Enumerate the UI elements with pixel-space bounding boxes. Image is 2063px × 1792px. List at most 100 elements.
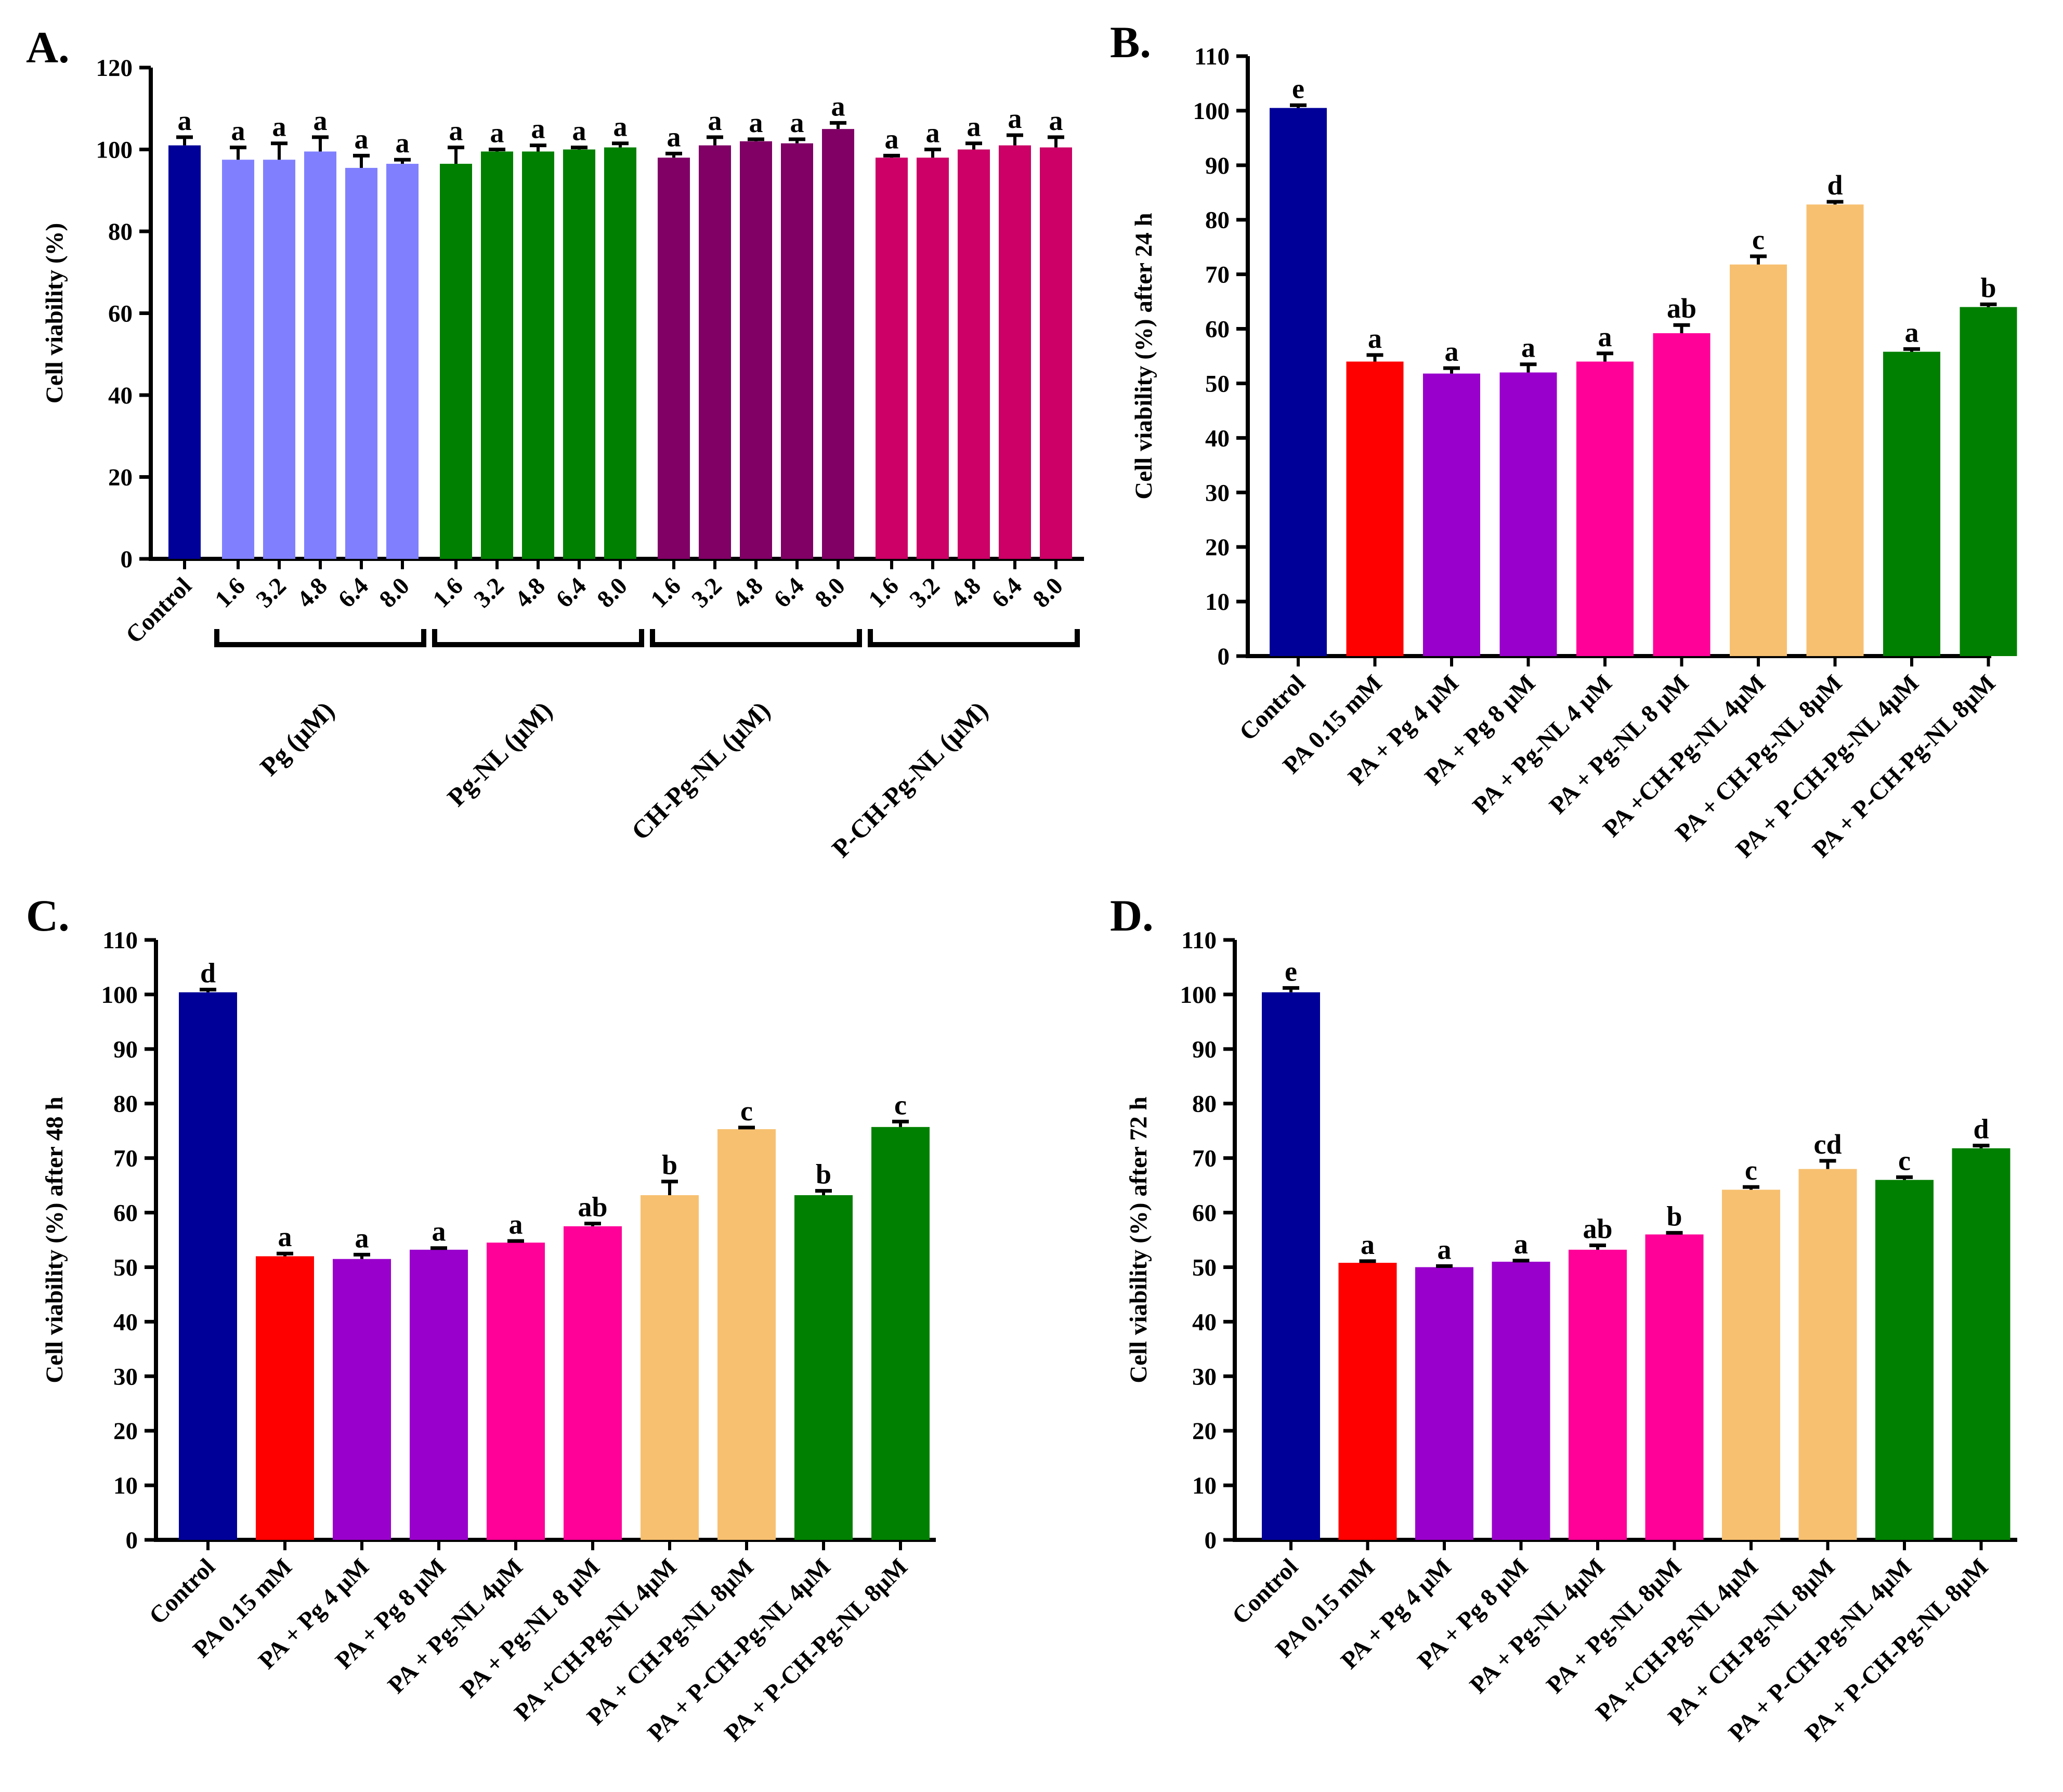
bar [740,141,772,559]
y-tick-label: 100 [1193,98,1230,125]
bar [604,147,636,559]
category-label: PA + Pg-NL 4 μM [1468,670,1617,819]
panel-b: B. 0 10 20 30 40 50 60 70 80 90 100 110 Cell viabilit… [1110,17,2017,863]
bar [1806,204,1864,656]
category-label: 8.0 [374,572,414,613]
y-tick-label: 110 [102,927,138,954]
significance-label: c [894,1089,907,1120]
significance-label: a [1905,317,1919,348]
significance-label: a [449,115,463,147]
bar [917,158,949,559]
category-label: 3.2 [251,572,291,613]
y-tick-label: 10 [1205,588,1230,616]
bar [179,992,237,1540]
y-tick-label: 80 [1205,207,1230,234]
bar [481,151,513,559]
bar [1346,361,1404,656]
y-tick-label: 50 [1205,370,1230,397]
y-axis-title: Cell viability (%) after 72 h [1125,1096,1152,1383]
y-axis-title: Cell viability (%) [41,223,68,403]
y-tick-label: 70 [1205,261,1230,289]
group-bracket [214,629,426,647]
category-label: 8.0 [1027,572,1068,613]
bar [1499,372,1557,656]
y-tick-label: 20 [1192,1418,1217,1445]
bar [958,149,990,559]
category-label: 4.8 [292,572,332,613]
significance-label: a [790,107,804,138]
y-tick-label: 40 [1205,425,1230,452]
category-label: PA + Pg-NL 8μM [1541,1553,1687,1699]
y-tick-label: 20 [113,1418,138,1445]
category-label: 1.6 [645,572,686,613]
bar [1423,373,1480,656]
category-label: 3.2 [468,572,509,613]
y-tick-label: 90 [1205,152,1230,179]
y-tick-label: 110 [1194,43,1230,70]
y-tick-label: 100 [1180,982,1217,1009]
significance-label: b [1666,1200,1682,1232]
y-tick-label: 30 [1205,479,1230,506]
bar [1960,307,2017,656]
bar [1645,1234,1704,1540]
category-label: PA + Pg-NL 8 μM [455,1553,605,1703]
y-tick-label: 110 [1181,927,1217,954]
bar [1875,1180,1934,1540]
y-axis-title: Cell viability (%) after 48 h [41,1096,68,1383]
significance-label: c [740,1095,753,1127]
category-label: 3.2 [686,572,727,613]
bar [717,1129,776,1540]
y-tick-label: 80 [1192,1091,1217,1118]
panel-letter: C. [26,891,70,940]
category-label: 6.4 [768,572,809,613]
group-bracket [650,629,862,647]
significance-label: a [1445,336,1459,367]
significance-label: b [816,1159,831,1190]
bar [1952,1148,2010,1540]
y-tick-label: 20 [108,464,133,491]
category-label: 1.6 [427,572,468,613]
significance-label: a [432,1216,446,1247]
bar [410,1249,468,1540]
category-label: 6.4 [333,572,373,613]
category-label: PA + Pg-NL 4μM [1465,1553,1610,1699]
significance-label: a [314,105,328,136]
bar [699,145,731,559]
category-label: 8.0 [592,572,632,613]
bar [641,1195,699,1540]
significance-label: a [613,111,628,142]
y-tick-label: 100 [101,982,138,1009]
bar [781,143,813,559]
significance-label: a [1049,105,1063,136]
category-label: 4.8 [945,572,986,613]
category-label: 1.6 [863,572,904,613]
significance-label: a [1598,321,1612,352]
significance-label: e [1285,956,1297,987]
significance-label: a [1361,1229,1375,1260]
y-tick-label: 40 [113,1309,138,1336]
bar [1270,108,1327,657]
significance-label: a [926,117,940,149]
bar [263,160,295,559]
y-tick-label: 0 [121,546,133,573]
significance-label: c [1898,1145,1911,1176]
bar [1653,333,1711,656]
category-label: 3.2 [904,572,945,613]
significance-label: a [509,1209,523,1240]
significance-label: a [355,1222,369,1253]
y-tick-label: 60 [1192,1200,1217,1227]
bar [658,158,690,559]
group-label: CH-Pg-NL (μM) [625,696,775,845]
bar [1338,1263,1397,1540]
y-tick-label: 70 [113,1145,138,1172]
category-label: 4.8 [510,572,550,613]
group-bracket [432,629,644,647]
bar [256,1256,314,1540]
category-label: 6.4 [551,572,591,613]
group-bracket [868,629,1080,647]
bar [876,158,908,559]
bar [333,1259,391,1540]
bar [563,149,595,559]
bar [999,145,1031,559]
category-label: PA + Pg-NL 8 μM [1544,670,1694,819]
